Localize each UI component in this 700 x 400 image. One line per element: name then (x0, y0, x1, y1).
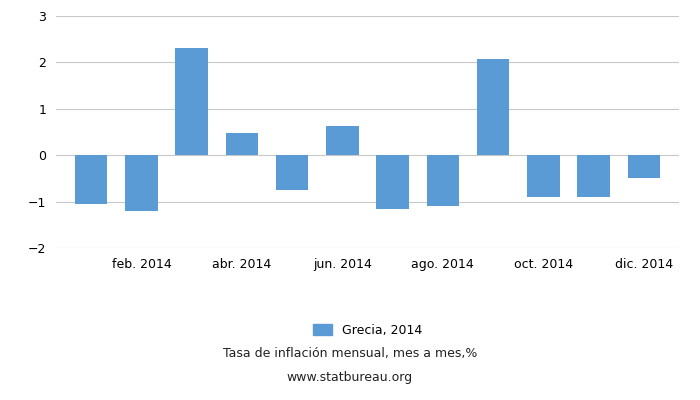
Bar (527, 155, 560, 197)
Bar (477, 59, 510, 155)
Bar (276, 155, 309, 190)
Bar (125, 155, 158, 211)
Text: www.statbureau.org: www.statbureau.org (287, 372, 413, 384)
Bar (75, 155, 108, 204)
Bar (377, 155, 409, 208)
Bar (426, 155, 459, 206)
Bar (627, 155, 660, 178)
Bar (175, 48, 208, 155)
Legend: Grecia, 2014: Grecia, 2014 (313, 324, 422, 337)
Text: Tasa de inflación mensual, mes a mes,%: Tasa de inflación mensual, mes a mes,% (223, 348, 477, 360)
Bar (225, 133, 258, 155)
Bar (326, 126, 358, 155)
Bar (578, 155, 610, 197)
